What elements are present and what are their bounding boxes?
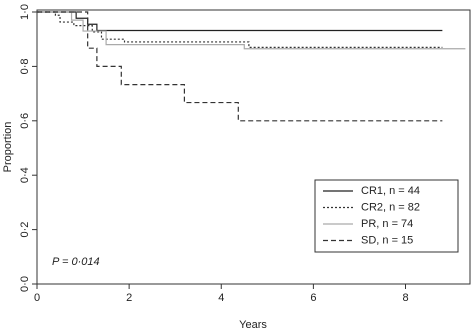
legend-label: SD, n = 15 (361, 234, 413, 246)
x-tick-label: 0 (34, 292, 40, 304)
x-tick-label: 8 (402, 292, 408, 304)
annotation: P = 0·014 (52, 256, 100, 268)
legend-label: CR2, n = 82 (361, 201, 420, 213)
y-tick-label: 0·2 (19, 222, 31, 238)
plot-frame (36, 9, 471, 285)
survival-curve (37, 11, 443, 122)
x-tick-label: 2 (126, 292, 132, 304)
y-tick-label: 0·6 (19, 113, 31, 129)
survival-curve (37, 11, 443, 32)
y-axis-title: Proportion (2, 122, 14, 173)
x-tick-label: 6 (310, 292, 316, 304)
survival-curve (37, 11, 443, 48)
x-tick-label: 4 (218, 292, 224, 304)
x-axis-title: Years (239, 319, 267, 331)
y-tick-label: 0·4 (19, 167, 31, 183)
y-tick-label: 1·0 (19, 4, 31, 20)
legend-label: CR1, n = 44 (361, 185, 420, 197)
y-tick-label: 0·8 (19, 58, 31, 74)
y-tick-label: 0·0 (19, 276, 31, 292)
legend-box (314, 179, 459, 253)
survival-curve (37, 11, 466, 50)
legend-label: PR, n = 74 (361, 218, 413, 230)
